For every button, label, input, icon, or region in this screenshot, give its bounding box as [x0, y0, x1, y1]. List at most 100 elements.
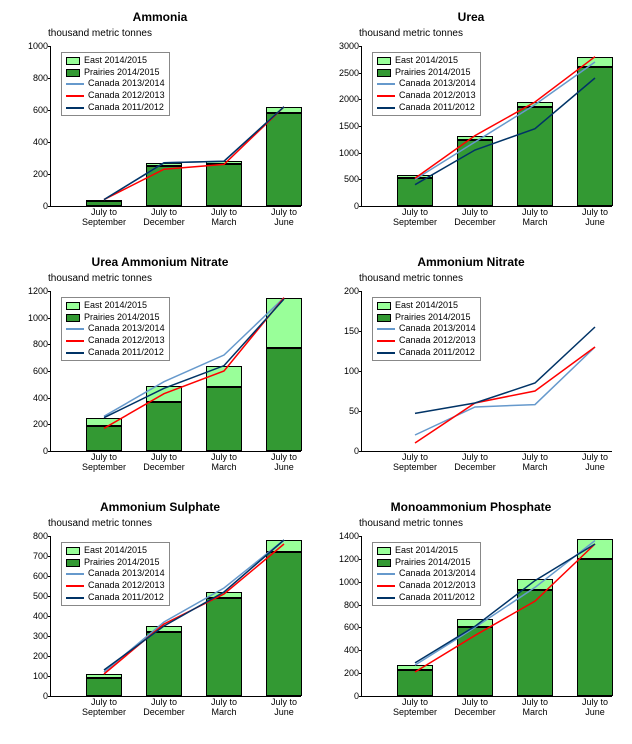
chart-title: Ammonium Nitrate — [321, 255, 621, 269]
legend-canada-2012-2013: Canada 2012/2013 — [377, 335, 476, 347]
legend-canada-2011-2012: Canada 2011/2012 — [66, 102, 165, 114]
x-tick-label: July toMarch — [505, 451, 565, 473]
chart-urea: Ureathousand metric tonnes05001000150020… — [321, 10, 621, 235]
chart-monoammonium-phosphate: Monoammonium Phosphatethousand metric to… — [321, 500, 621, 725]
legend-prairies-label: Prairies 2014/2015 — [395, 312, 471, 324]
x-tick-label: July toJune — [565, 451, 625, 473]
legend-prairies: Prairies 2014/2015 — [377, 67, 476, 79]
legend-canada-2011-2012-swatch — [377, 352, 395, 354]
legend: East 2014/2015Prairies 2014/2015Canada 2… — [61, 542, 170, 606]
line-canada-2012-2013 — [104, 107, 284, 200]
legend-canada-2012-2013-label: Canada 2012/2013 — [399, 90, 476, 102]
legend-canada-2012-2013: Canada 2012/2013 — [66, 580, 165, 592]
legend-east-swatch — [66, 302, 80, 310]
legend-canada-2011-2012-swatch — [66, 107, 84, 109]
legend-canada-2012-2013: Canada 2012/2013 — [377, 580, 476, 592]
legend-canada-2011-2012: Canada 2011/2012 — [377, 347, 476, 359]
legend-canada-2012-2013-label: Canada 2012/2013 — [88, 335, 165, 347]
x-tick-label: July toJune — [254, 206, 314, 228]
legend-canada-2013-2014: Canada 2013/2014 — [66, 323, 165, 335]
legend-canada-2013-2014-label: Canada 2013/2014 — [88, 78, 165, 90]
x-tick-label: July toMarch — [194, 206, 254, 228]
legend-canada-2013-2014: Canada 2013/2014 — [66, 568, 165, 580]
legend-canada-2011-2012-label: Canada 2011/2012 — [88, 102, 164, 114]
legend-canada-2013-2014-swatch — [66, 328, 84, 330]
chart-ammonium-nitrate: Ammonium Nitratethousand metric tonnes05… — [321, 255, 621, 480]
x-tick-label: July toDecember — [134, 696, 194, 718]
legend-canada-2013-2014-label: Canada 2013/2014 — [88, 568, 165, 580]
x-tick-label: July toJune — [254, 696, 314, 718]
x-tick-label: July toDecember — [134, 206, 194, 228]
plot-area: 020040060080010001200July toSeptemberJul… — [50, 291, 301, 452]
plot-area: 050010001500200025003000July toSeptember… — [361, 46, 612, 207]
legend-prairies: Prairies 2014/2015 — [377, 312, 476, 324]
legend-canada-2012-2013-swatch — [66, 340, 84, 342]
x-tick-label: July toSeptember — [385, 206, 445, 228]
legend-east-label: East 2014/2015 — [84, 300, 147, 312]
legend-canada-2011-2012-label: Canada 2011/2012 — [399, 592, 475, 604]
legend-east-swatch — [66, 547, 80, 555]
legend-east: East 2014/2015 — [377, 300, 476, 312]
legend-prairies: Prairies 2014/2015 — [66, 557, 165, 569]
x-tick-label: July toJune — [565, 696, 625, 718]
x-tick-label: July toSeptember — [74, 206, 134, 228]
y-axis-label: thousand metric tonnes — [48, 273, 310, 284]
chart-title: Urea Ammonium Nitrate — [10, 255, 310, 269]
legend-canada-2011-2012: Canada 2011/2012 — [377, 592, 476, 604]
y-axis-label: thousand metric tonnes — [48, 28, 310, 39]
legend: East 2014/2015Prairies 2014/2015Canada 2… — [372, 52, 481, 116]
legend-canada-2011-2012-label: Canada 2011/2012 — [399, 347, 475, 359]
x-tick-label: July toSeptember — [385, 451, 445, 473]
legend-prairies: Prairies 2014/2015 — [66, 312, 165, 324]
legend-east-swatch — [377, 547, 391, 555]
legend-canada-2013-2014-swatch — [66, 83, 84, 85]
legend-canada-2012-2013-swatch — [377, 340, 395, 342]
x-tick-label: July toMarch — [194, 696, 254, 718]
legend-prairies-swatch — [66, 314, 80, 322]
legend-canada-2012-2013-swatch — [377, 95, 395, 97]
x-tick-label: July toMarch — [505, 696, 565, 718]
legend-canada-2013-2014-label: Canada 2013/2014 — [399, 78, 476, 90]
legend-canada-2012-2013: Canada 2012/2013 — [66, 335, 165, 347]
chart-title: Ammonium Sulphate — [10, 500, 310, 514]
x-tick-label: July toSeptember — [74, 696, 134, 718]
x-tick-label: July toDecember — [445, 451, 505, 473]
legend-east-swatch — [66, 57, 80, 65]
legend-east-label: East 2014/2015 — [395, 55, 458, 67]
x-tick-label: July toDecember — [134, 451, 194, 473]
legend-east-label: East 2014/2015 — [84, 55, 147, 67]
legend-canada-2012-2013-label: Canada 2012/2013 — [399, 580, 476, 592]
legend-prairies-swatch — [377, 69, 391, 77]
legend-east: East 2014/2015 — [66, 55, 165, 67]
chart-title: Ammonia — [10, 10, 310, 24]
x-tick-label: July toSeptember — [74, 451, 134, 473]
legend-canada-2011-2012-label: Canada 2011/2012 — [399, 102, 475, 114]
legend-canada-2013-2014-swatch — [377, 328, 395, 330]
legend-prairies-label: Prairies 2014/2015 — [84, 557, 160, 569]
legend-canada-2013-2014-label: Canada 2013/2014 — [399, 568, 476, 580]
legend-prairies-swatch — [66, 69, 80, 77]
legend-canada-2012-2013-label: Canada 2012/2013 — [88, 580, 165, 592]
legend-canada-2011-2012-label: Canada 2011/2012 — [88, 592, 164, 604]
legend-canada-2011-2012: Canada 2011/2012 — [66, 592, 165, 604]
legend-canada-2013-2014-label: Canada 2013/2014 — [399, 323, 476, 335]
legend-canada-2011-2012-swatch — [377, 597, 395, 599]
plot-area: 050100150200July toSeptemberJuly toDecem… — [361, 291, 612, 452]
y-axis-label: thousand metric tonnes — [48, 518, 310, 529]
legend-canada-2012-2013: Canada 2012/2013 — [377, 90, 476, 102]
legend-east: East 2014/2015 — [377, 545, 476, 557]
legend-canada-2013-2014: Canada 2013/2014 — [377, 78, 476, 90]
legend-prairies-label: Prairies 2014/2015 — [84, 67, 160, 79]
legend-canada-2011-2012-swatch — [377, 107, 395, 109]
legend-east-label: East 2014/2015 — [395, 300, 458, 312]
legend-prairies: Prairies 2014/2015 — [377, 557, 476, 569]
legend-canada-2013-2014: Canada 2013/2014 — [66, 78, 165, 90]
legend-canada-2012-2013-swatch — [377, 585, 395, 587]
chart-ammonia: Ammoniathousand metric tonnes02004006008… — [10, 10, 310, 235]
legend-canada-2012-2013: Canada 2012/2013 — [66, 90, 165, 102]
y-axis-label: thousand metric tonnes — [359, 28, 621, 39]
legend-canada-2013-2014: Canada 2013/2014 — [377, 568, 476, 580]
legend-prairies: Prairies 2014/2015 — [66, 67, 165, 79]
legend-east: East 2014/2015 — [66, 545, 165, 557]
legend-east-label: East 2014/2015 — [84, 545, 147, 557]
